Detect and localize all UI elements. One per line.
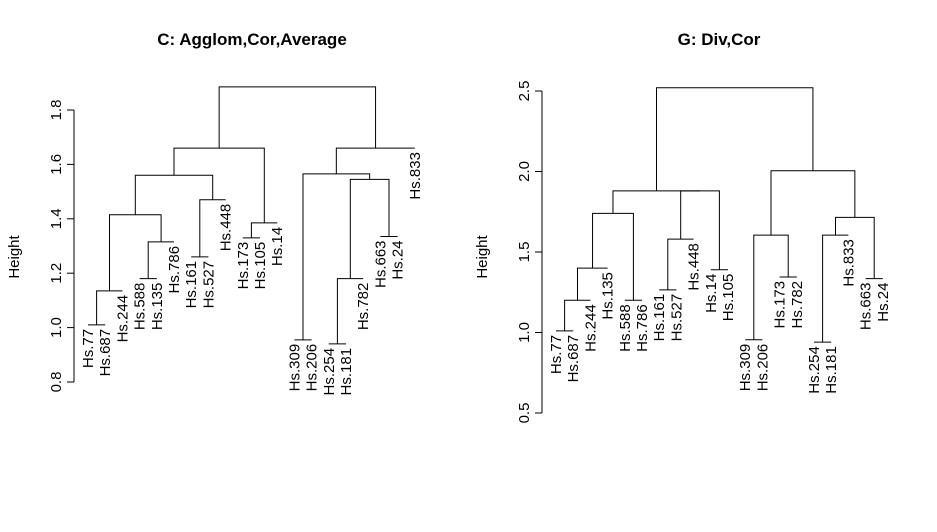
- dendrogram-link: [770, 170, 856, 236]
- y-tick-label: 1.2: [48, 263, 65, 284]
- leaf-label: Hs.687: [97, 329, 114, 377]
- leaf-label: Hs.448: [686, 243, 703, 291]
- leaf-label: Hs.105: [252, 242, 269, 290]
- leaf-label: Hs.663: [858, 283, 875, 331]
- leaf-label: Hs.527: [200, 261, 217, 309]
- leaf-label: Hs.309: [286, 344, 303, 392]
- y-axis-label: Height: [6, 234, 23, 278]
- y-tick-label: 0.8: [48, 372, 65, 393]
- y-tick-label: 1.0: [516, 322, 533, 343]
- dendrogram-link: [577, 267, 608, 301]
- leaf-label: Hs.588: [132, 283, 149, 331]
- leaf-label: Hs.173: [235, 242, 252, 290]
- leaf-label: Hs.833: [840, 239, 857, 287]
- leaf-label: Hs.77: [80, 329, 97, 368]
- dendrogram-link: [822, 234, 849, 343]
- leaf-label: Hs.135: [600, 272, 617, 320]
- dendrogram-link: [667, 238, 694, 290]
- y-tick-label: 0.5: [516, 403, 533, 424]
- dendrogram-edges: [556, 87, 883, 343]
- leaf-label: Hs.687: [565, 335, 582, 383]
- y-tick-label: 2.5: [516, 81, 533, 102]
- leaf-label: Hs.244: [582, 304, 599, 352]
- leaf-label: Hs.77: [548, 335, 565, 374]
- dendrogram-link: [336, 278, 364, 344]
- leaf-label: Hs.782: [355, 283, 372, 331]
- leaf-label: Hs.448: [218, 204, 235, 252]
- leaf-label: Hs.206: [304, 344, 321, 392]
- dendrogram-link: [134, 174, 214, 215]
- leaf-label: Hs.244: [114, 295, 131, 343]
- leaf-label: Hs.527: [668, 294, 685, 342]
- chart-title: C: Agglom,Cor,Average: [157, 30, 347, 49]
- dendrogram-edges: [88, 86, 415, 345]
- leaf-label: Hs.24: [390, 240, 407, 279]
- leaf-label: Hs.24: [875, 283, 892, 322]
- y-axis: 0.5 1.0 1.5 2.0 2.5: [516, 81, 543, 424]
- y-tick-label: 1.8: [48, 100, 65, 121]
- leaf-label: Hs.786: [166, 246, 183, 294]
- leaf-label: Hs.786: [634, 304, 651, 352]
- y-tick-label: 1.5: [516, 242, 533, 263]
- y-axis: 0.8 1.0 1.2 1.4 1.6 1.8: [48, 100, 75, 393]
- leaf-label: Hs.782: [789, 281, 806, 329]
- y-tick-label: 1.6: [48, 154, 65, 175]
- leaf-label: Hs.309: [737, 344, 754, 392]
- leaf-label: Hs.105: [720, 274, 737, 322]
- panel-divisive: G: Div,Cor Height 0.51.01.52.02.5 Hs.77 H…: [474, 30, 892, 423]
- dendrogram-link: [250, 222, 278, 238]
- y-tick-label: 1.4: [48, 208, 65, 229]
- leaf-label: Hs.14: [703, 274, 720, 313]
- leaf-label: Hs.588: [617, 304, 634, 352]
- leaf-label: Hs.663: [372, 240, 389, 288]
- dendrogram-link: [199, 199, 226, 257]
- panel-agglom: C: Agglom,Cor,Average Height 0.8 1.0 1.2 1.…: [6, 30, 424, 395]
- leaf-label: Hs.254: [806, 346, 823, 394]
- dendrogram-link: [218, 86, 377, 149]
- y-axis-label: Height: [474, 234, 491, 278]
- dendrogram-link: [656, 87, 814, 191]
- y-tick-label: 2.0: [516, 161, 533, 182]
- leaf-label: Hs.161: [183, 261, 200, 309]
- leaf-label: Hs.135: [149, 283, 166, 331]
- dendrogram-link: [612, 190, 701, 214]
- chart-title: G: Div,Cor: [678, 30, 761, 49]
- dendrogram-link: [335, 147, 415, 174]
- leaf-label: Hs.14: [269, 227, 286, 266]
- dendrogram-link: [96, 290, 123, 325]
- dendrogram-link: [147, 241, 174, 279]
- y-tick-label: 1.0: [48, 317, 65, 338]
- leaf-label: Hs.181: [823, 346, 840, 394]
- leaf-label: Hs.161: [651, 294, 668, 342]
- dendrogram-link: [564, 299, 591, 331]
- leaf-label: Hs.181: [338, 348, 355, 396]
- leaf-label: Hs.833: [407, 152, 424, 200]
- dendrogram-link: [109, 214, 162, 291]
- leaf-label: Hs.254: [321, 348, 338, 396]
- leaf-label: Hs.173: [772, 281, 789, 329]
- leaf-label: Hs.206: [754, 344, 771, 392]
